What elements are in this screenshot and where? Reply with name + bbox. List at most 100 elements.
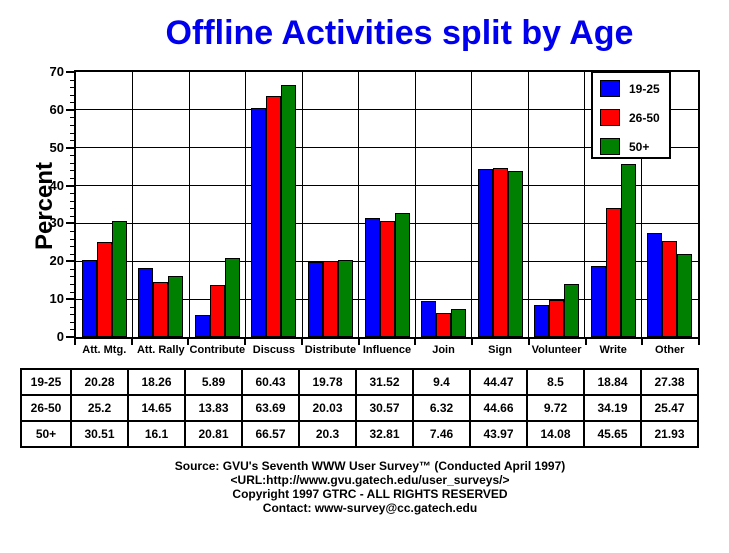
y-axis-minor-tick [70, 208, 74, 210]
y-axis-minor-tick [70, 170, 74, 172]
table-cell: 14.08 [526, 420, 585, 448]
x-axis-tick [471, 339, 474, 345]
grid-line-vertical [358, 72, 360, 337]
table-cell: 6.32 [412, 394, 471, 422]
x-axis-tick [357, 339, 360, 345]
y-axis-minor-tick [70, 87, 74, 89]
bar-19-25 [194, 315, 210, 337]
grid-line-vertical [471, 72, 473, 337]
grid-line-horizontal [76, 109, 698, 111]
grid-line-vertical [527, 72, 529, 337]
y-axis-minor-tick [70, 321, 74, 323]
grid-line-vertical [414, 72, 416, 337]
table-cell: 14.65 [127, 394, 186, 422]
y-axis-minor-tick [70, 329, 74, 331]
bar-50+ [111, 221, 127, 337]
table-row: 19-25 20.28 18.26 5.89 60.43 19.78 31.52 9.4 44.… [20, 368, 699, 396]
table-cell: 44.47 [469, 368, 528, 396]
bar-19-25 [364, 218, 380, 337]
x-tick-label: Join [432, 344, 455, 356]
y-axis-minor-tick [70, 117, 74, 119]
bar-19-25 [647, 233, 663, 337]
table-cell: 9.4 [412, 368, 471, 396]
x-tick-label: Write [599, 344, 627, 356]
bar-19-25 [421, 301, 437, 337]
table-cell: 63.69 [241, 394, 300, 422]
legend-item: 50+ [600, 138, 649, 155]
table-cell: 20.3 [298, 420, 357, 448]
table-cell: 18.26 [127, 368, 186, 396]
y-axis-minor-tick [70, 200, 74, 202]
grid-line-vertical [584, 72, 586, 337]
bar-26-50 [605, 208, 621, 337]
x-tick-label: Distribute [304, 344, 357, 356]
bar-50+ [281, 85, 297, 337]
y-tick-label: 0 [56, 329, 64, 344]
table-cell: 8.5 [526, 368, 585, 396]
x-tick-label: Volunteer [531, 344, 582, 356]
table-cell: 60.43 [241, 368, 300, 396]
table-cell: 44.66 [469, 394, 528, 422]
table-cell: 32.81 [355, 420, 414, 448]
y-tick-label: 60 [49, 101, 64, 117]
x-axis-tick [74, 339, 76, 345]
y-axis-minor-tick [70, 140, 74, 142]
table-cell: 66.57 [241, 420, 300, 448]
table-cell: 7.46 [412, 420, 471, 448]
bar-50+ [507, 171, 523, 337]
y-axis-tick [66, 184, 74, 187]
y-axis-minor-tick [70, 231, 74, 232]
y-axis-minor-tick [70, 79, 74, 81]
table-row-label: 19-25 [20, 368, 72, 396]
legend-label: 26-50 [629, 110, 660, 125]
bar-26-50 [153, 282, 169, 337]
legend-swatch-26-50 [600, 109, 620, 126]
bar-50+ [564, 284, 580, 337]
x-tick-label: Other [655, 344, 685, 356]
y-axis-tick [66, 71, 74, 73]
y-tick-label: 10 [49, 291, 64, 307]
table-cell: 20.03 [298, 394, 357, 422]
table-cell: 16.1 [127, 420, 186, 448]
bar-26-50 [436, 313, 452, 337]
table-cell: 45.65 [583, 420, 642, 448]
bar-50+ [451, 309, 467, 337]
legend-label: 50+ [629, 139, 650, 154]
x-axis-tick [641, 339, 644, 345]
bar-19-25 [534, 305, 550, 337]
table-cell: 19.78 [298, 368, 357, 396]
table-cell: 21.93 [640, 420, 699, 448]
table-cell: 20.81 [184, 420, 243, 448]
x-axis-tick [584, 339, 587, 345]
x-tick-label: Contribute [189, 344, 246, 356]
y-axis-minor-tick [70, 253, 74, 255]
grid-line-vertical [301, 72, 303, 337]
legend-item: 26-50 [600, 109, 660, 126]
x-tick-label: Discuss [252, 344, 295, 356]
y-axis-minor-tick [70, 306, 74, 308]
table-cell: 30.57 [355, 394, 414, 422]
x-axis-tick [698, 339, 700, 345]
y-axis-tick [66, 298, 74, 301]
bar-19-25 [251, 108, 267, 337]
y-tick-label: 40 [49, 177, 64, 193]
legend-swatch-50+ [600, 138, 620, 155]
bar-50+ [337, 260, 353, 337]
y-axis-minor-tick [70, 246, 74, 248]
bar-50+ [620, 164, 636, 337]
bar-19-25 [307, 262, 323, 337]
table-row-label: 50+ [20, 420, 72, 448]
x-axis-tick [187, 339, 190, 345]
y-axis-minor-tick [70, 94, 74, 96]
y-axis-minor-tick [70, 102, 74, 104]
bar-19-25 [81, 260, 97, 337]
grid-line-vertical [132, 72, 134, 337]
y-axis-minor-tick [70, 155, 74, 157]
y-axis-minor-tick [70, 284, 74, 285]
bar-19-25 [477, 169, 493, 337]
grid-line-vertical [188, 72, 190, 337]
bar-26-50 [492, 168, 508, 337]
y-axis-tick [66, 222, 74, 225]
y-axis-minor-tick [70, 291, 74, 293]
table-row: 26-50 25.2 14.65 13.83 63.69 20.03 30.57 6.32 44… [20, 394, 699, 422]
